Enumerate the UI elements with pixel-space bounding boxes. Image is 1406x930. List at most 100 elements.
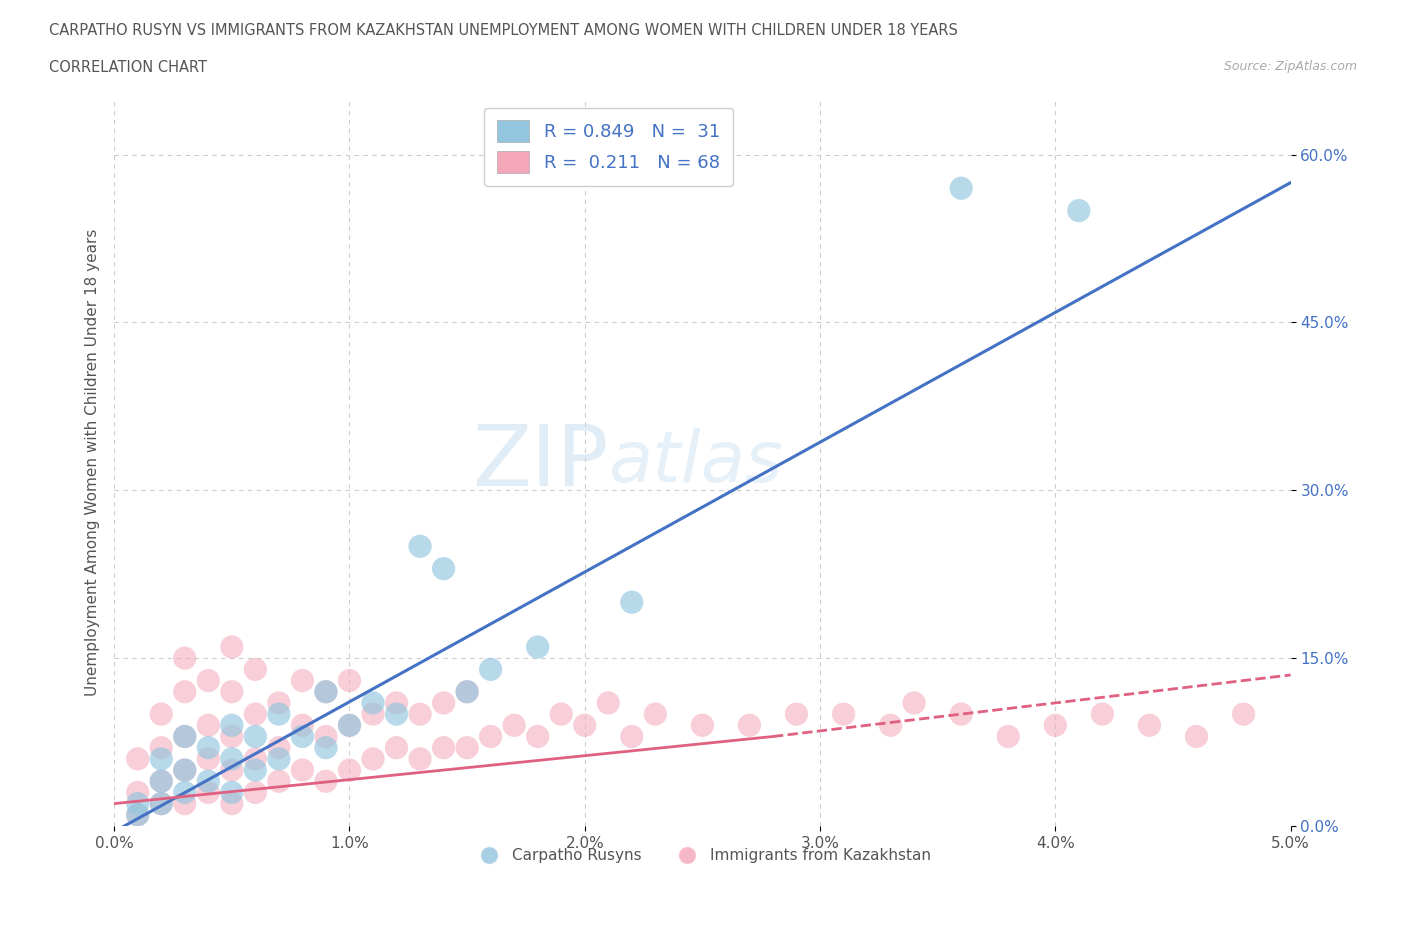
Point	[1185, 729, 1208, 744]
Point	[315, 729, 337, 744]
Point	[267, 707, 290, 722]
Point	[339, 673, 361, 688]
Point	[173, 785, 195, 800]
Point	[197, 774, 219, 789]
Point	[456, 740, 478, 755]
Point	[409, 538, 432, 553]
Point	[598, 696, 620, 711]
Point	[197, 718, 219, 733]
Text: Source: ZipAtlas.com: Source: ZipAtlas.com	[1223, 60, 1357, 73]
Point	[150, 796, 173, 811]
Point	[150, 707, 173, 722]
Point	[997, 729, 1019, 744]
Point	[950, 180, 973, 195]
Point	[267, 696, 290, 711]
Point	[127, 785, 149, 800]
Point	[903, 696, 925, 711]
Point	[456, 684, 478, 699]
Point	[409, 707, 432, 722]
Point	[173, 796, 195, 811]
Point	[245, 729, 267, 744]
Point	[291, 763, 314, 777]
Point	[173, 729, 195, 744]
Point	[385, 707, 408, 722]
Point	[150, 774, 173, 789]
Point	[267, 774, 290, 789]
Point	[879, 718, 901, 733]
Legend: Carpatho Rusyns, Immigrants from Kazakhstan: Carpatho Rusyns, Immigrants from Kazakhs…	[468, 842, 938, 870]
Point	[692, 718, 714, 733]
Point	[385, 696, 408, 711]
Text: ZIP: ZIP	[472, 421, 609, 504]
Text: atlas: atlas	[609, 428, 783, 497]
Point	[409, 751, 432, 766]
Text: CORRELATION CHART: CORRELATION CHART	[49, 60, 207, 75]
Point	[150, 740, 173, 755]
Point	[644, 707, 666, 722]
Point	[221, 796, 243, 811]
Point	[339, 718, 361, 733]
Point	[950, 707, 973, 722]
Point	[127, 796, 149, 811]
Point	[197, 740, 219, 755]
Point	[291, 673, 314, 688]
Point	[432, 740, 454, 755]
Point	[479, 662, 502, 677]
Point	[738, 718, 761, 733]
Point	[267, 740, 290, 755]
Point	[150, 751, 173, 766]
Point	[127, 751, 149, 766]
Point	[221, 763, 243, 777]
Point	[221, 729, 243, 744]
Point	[361, 707, 384, 722]
Point	[339, 718, 361, 733]
Point	[361, 751, 384, 766]
Point	[620, 595, 643, 610]
Point	[361, 696, 384, 711]
Point	[1139, 718, 1161, 733]
Point	[291, 729, 314, 744]
Point	[245, 751, 267, 766]
Point	[173, 763, 195, 777]
Point	[1067, 203, 1090, 218]
Point	[503, 718, 526, 733]
Point	[385, 740, 408, 755]
Point	[432, 696, 454, 711]
Point	[245, 707, 267, 722]
Point	[267, 751, 290, 766]
Point	[786, 707, 808, 722]
Point	[574, 718, 596, 733]
Point	[197, 785, 219, 800]
Point	[173, 684, 195, 699]
Y-axis label: Unemployment Among Women with Children Under 18 years: Unemployment Among Women with Children U…	[86, 229, 100, 696]
Point	[479, 729, 502, 744]
Text: CARPATHO RUSYN VS IMMIGRANTS FROM KAZAKHSTAN UNEMPLOYMENT AMONG WOMEN WITH CHILD: CARPATHO RUSYN VS IMMIGRANTS FROM KAZAKH…	[49, 23, 957, 38]
Point	[221, 684, 243, 699]
Point	[526, 729, 548, 744]
Point	[1091, 707, 1114, 722]
Point	[1045, 718, 1067, 733]
Point	[221, 751, 243, 766]
Point	[456, 684, 478, 699]
Point	[173, 729, 195, 744]
Point	[315, 740, 337, 755]
Point	[127, 807, 149, 822]
Point	[221, 640, 243, 655]
Point	[127, 807, 149, 822]
Point	[245, 785, 267, 800]
Point	[315, 774, 337, 789]
Point	[173, 763, 195, 777]
Point	[1232, 707, 1254, 722]
Point	[620, 729, 643, 744]
Point	[245, 662, 267, 677]
Point	[526, 640, 548, 655]
Point	[550, 707, 572, 722]
Point	[150, 774, 173, 789]
Point	[197, 673, 219, 688]
Point	[315, 684, 337, 699]
Point	[315, 684, 337, 699]
Point	[432, 561, 454, 576]
Point	[150, 796, 173, 811]
Point	[245, 763, 267, 777]
Point	[339, 763, 361, 777]
